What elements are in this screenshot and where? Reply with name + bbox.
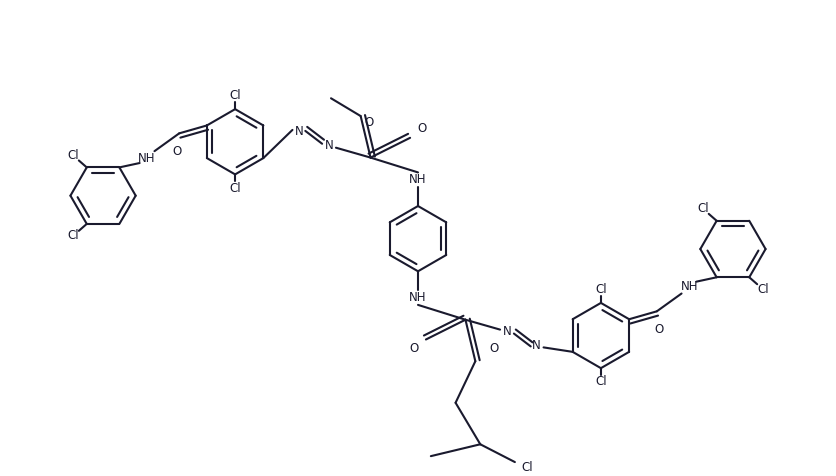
Text: Cl: Cl	[594, 376, 606, 388]
Text: NH: NH	[409, 291, 426, 305]
Text: NH: NH	[138, 151, 155, 165]
Text: O: O	[409, 342, 418, 355]
Text: N: N	[324, 139, 333, 152]
Text: O: O	[654, 323, 663, 336]
Text: N: N	[294, 125, 303, 139]
Text: Cl: Cl	[67, 229, 79, 242]
Text: Cl: Cl	[594, 283, 606, 296]
Text: NH: NH	[409, 173, 426, 186]
Text: Cl: Cl	[696, 202, 708, 216]
Text: Cl: Cl	[520, 460, 532, 474]
Text: O: O	[417, 122, 426, 135]
Text: Cl: Cl	[757, 283, 768, 296]
Text: Cl: Cl	[229, 182, 241, 195]
Text: N: N	[502, 325, 511, 338]
Text: O: O	[488, 342, 497, 355]
Text: O: O	[364, 116, 374, 129]
Text: Cl: Cl	[229, 89, 241, 102]
Text: NH: NH	[680, 280, 697, 293]
Text: O: O	[172, 145, 181, 158]
Text: Cl: Cl	[67, 149, 79, 162]
Text: N: N	[532, 339, 540, 352]
